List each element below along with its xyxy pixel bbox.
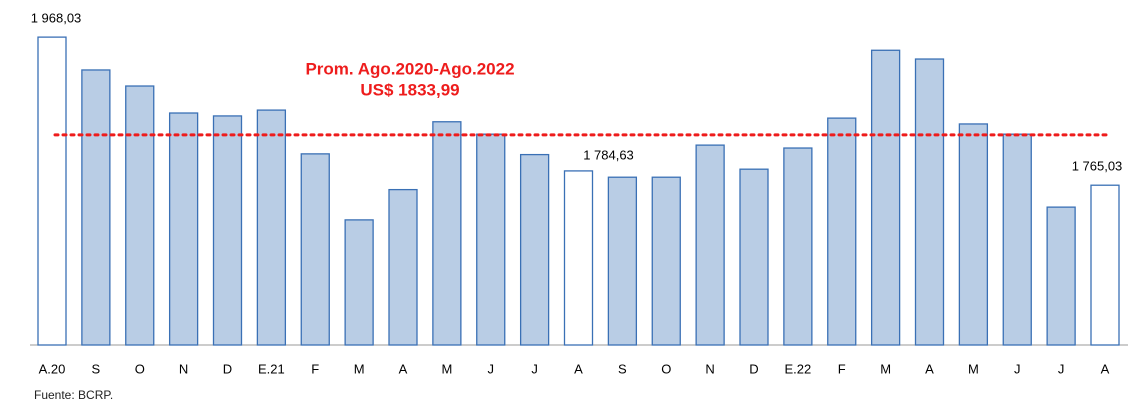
bar (125, 85, 155, 346)
bar (914, 58, 945, 346)
bar (695, 144, 725, 346)
x-tick-label: O (661, 361, 671, 376)
average-label: Prom. Ago.2020-Ago.2022 (305, 59, 514, 78)
x-tick-label: M (441, 361, 452, 376)
x-tick-label: A (574, 361, 583, 376)
x-tick-label: A (399, 361, 408, 376)
bar (344, 219, 374, 346)
x-tick-label: F (311, 361, 319, 376)
value-label: 1 765,03 (1072, 159, 1123, 174)
bar (476, 133, 506, 346)
x-tick-label: M (354, 361, 365, 376)
x-tick-label: J (488, 361, 495, 376)
x-tick-label: A.20 (39, 361, 66, 376)
x-tick-label: D (223, 361, 232, 376)
x-tick-label: A (1101, 361, 1110, 376)
bar (651, 176, 681, 346)
x-tick-label: M (968, 361, 979, 376)
bar (783, 147, 813, 346)
x-tick-label: S (92, 361, 101, 376)
bar (256, 109, 287, 346)
bar (607, 176, 638, 346)
bar (212, 115, 243, 346)
value-label: 1 968,03 (31, 11, 82, 26)
bar (300, 153, 330, 346)
x-tick-label: J (531, 361, 538, 376)
bar (519, 153, 550, 346)
bar (388, 188, 418, 346)
value-label: 1 784,63 (583, 147, 634, 162)
bar (81, 69, 111, 346)
x-tick-label: M (880, 361, 891, 376)
x-tick-label: S (618, 361, 627, 376)
bar (168, 112, 199, 346)
bar (37, 36, 67, 346)
bar (1046, 206, 1076, 346)
x-tick-label: N (705, 361, 714, 376)
x-tick-label: J (1014, 361, 1021, 376)
x-tick-label: F (838, 361, 846, 376)
bar (432, 121, 462, 346)
x-tick-label: A (925, 361, 934, 376)
x-tick-label: E.22 (785, 361, 812, 376)
bar (958, 123, 989, 346)
bar (1002, 133, 1032, 346)
x-tick-label: J (1058, 361, 1065, 376)
x-tick-label: O (135, 361, 145, 376)
x-tick-label: N (179, 361, 188, 376)
x-tick-label: D (749, 361, 758, 376)
bar (563, 170, 594, 346)
x-tick-label: E.21 (258, 361, 285, 376)
bar (870, 49, 901, 346)
bar (739, 168, 769, 346)
bar (827, 117, 857, 346)
bar (1090, 184, 1120, 346)
average-label: US$ 1833,99 (360, 80, 459, 99)
source: Fuente: BCRP. (34, 388, 113, 402)
